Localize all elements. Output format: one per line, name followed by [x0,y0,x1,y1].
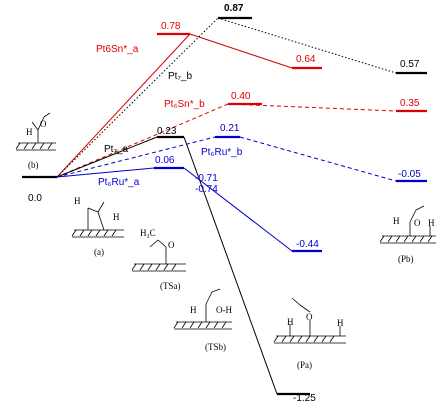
label-pt6ru-b: Pt₆Ru*_b [201,147,243,158]
energy-pt6sn-int-a: 0.64 [296,54,316,65]
energy-pt7-final-a: -1.25 [293,393,316,404]
structure-label-pb: (Pb) [398,254,414,264]
energy-pt7-int-b: 0.57 [400,59,420,70]
energy-pt6ru-ts-b: 0.21 [220,123,240,134]
connector-pt7-b-2 [217,17,397,74]
connector-pt6ru-a-1 [56,167,155,178]
pathway-labels: Pt6Sn*_a Pt₇_b Pt₆Sn*_b Pt₇_a Pt₆Ru*_b P… [96,44,243,188]
energy-pt6ru-int-b: -0.05 [398,169,421,180]
structure-a: H H (a) [71,196,124,257]
energy-pt6ru-final-a: -0.44 [296,239,319,250]
svg-text:H: H [428,218,435,228]
label-pt7-b: Pt₇_b [168,71,192,82]
connector-pt6sn-a-2 [189,33,293,69]
energy-pt6ru-int-a-2: -0.74 [195,184,218,195]
connector-lines [56,17,397,395]
energy-reactant: 0.0 [28,193,42,204]
structure-label-b: (b) [28,160,39,170]
label-pt6sn-b: Pt₆Sn*_b [164,99,205,110]
energy-pt7-ts-b: 0.87 [224,3,244,14]
structure-label-pa: (Pa) [297,360,312,370]
structure-pb: H O H (Pb) [379,205,436,264]
energy-pt7-ts-a: 0.23 [157,126,177,137]
svg-text:H: H [393,216,400,226]
structure-label-a: (a) [94,247,104,257]
connector-pt6sn-a-1 [56,33,191,178]
connector-pt6sn-b-2 [227,103,397,112]
energy-pt6ru-int-a-1: -0.71 [195,173,218,184]
energy-levels [22,16,427,396]
energy-value-labels: 0.0 0.87 0.78 0.64 0.57 0.40 0.35 0.23 0… [28,3,421,404]
svg-text:H: H [74,196,81,206]
structure-tsa: H₃C O (TSa) [131,228,186,291]
svg-text:H: H [287,317,294,327]
structure-pa: H O H (Pa) [273,297,346,370]
svg-text:H: H [337,318,344,328]
svg-text:O-H: O-H [216,305,232,315]
structure-label-tsb: (TSb) [205,342,226,352]
structure-sketches: H O (b) H H (a) H₃C O (TSa) [15,112,436,370]
structure-tsb: H O-H (TSb) [173,288,232,352]
structure-b: H O (b) [15,112,56,170]
connector-pt7-a-1 [56,136,158,178]
structure-label-tsa: (TSa) [160,281,181,291]
svg-text:H: H [113,212,120,222]
svg-text:H₃C: H₃C [140,228,156,238]
energy-pt6sn-ts-b: 0.40 [231,91,251,102]
label-pt6ru-a: Pt₆Ru*_a [98,177,140,188]
label-pt6sn-a: Pt6Sn*_a [96,44,139,55]
connector-pt6ru-b-2 [239,136,397,182]
connector-pt6ru-a-2 [183,167,293,252]
energy-pt6sn-ts-a: 0.78 [161,21,181,32]
svg-text:O: O [168,240,175,250]
connector-pt6ru-b-1 [56,136,216,178]
connector-pt6sn-b-1 [56,103,229,178]
label-pt7-a: Pt₇_a [104,144,128,155]
energy-pt6sn-int-b: 0.35 [400,98,420,109]
svg-text:O: O [306,312,313,322]
connector-pt7-b-1 [56,17,219,178]
svg-text:O: O [414,218,421,228]
svg-text:H: H [190,305,197,315]
svg-text:O: O [40,119,47,129]
svg-text:H: H [26,127,33,137]
energy-pt6ru-ts-a: 0.06 [155,155,175,166]
